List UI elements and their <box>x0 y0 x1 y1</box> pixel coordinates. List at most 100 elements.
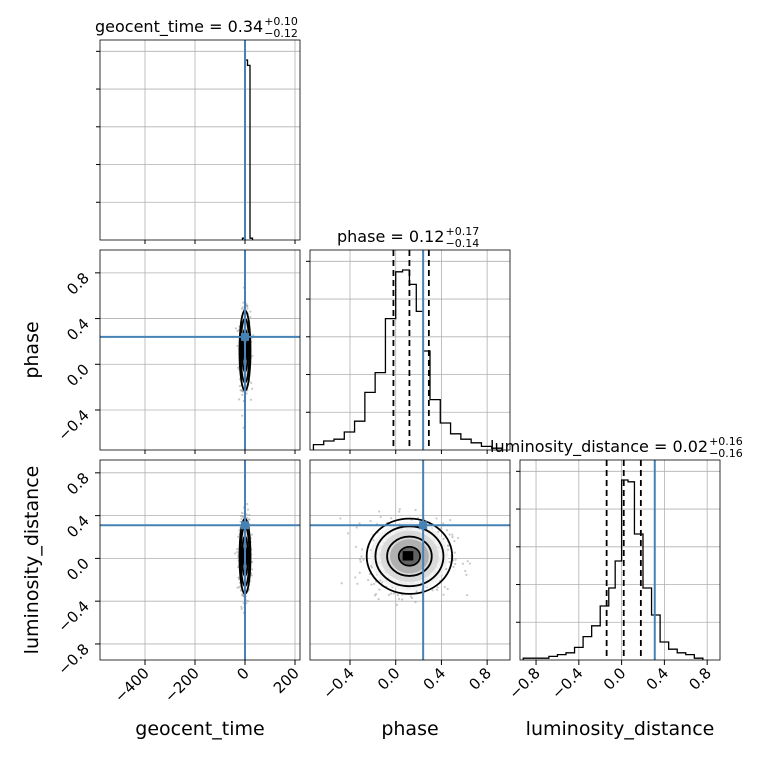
sample-point <box>401 598 404 601</box>
sample-point <box>456 536 460 540</box>
panel-title-phase: phase = 0.12 <box>337 227 444 246</box>
sample-point <box>414 600 417 604</box>
sample-point <box>465 573 468 576</box>
sample-point <box>372 582 376 586</box>
sample-point <box>249 398 253 401</box>
pair-panel-geocent_time-phase <box>99 249 301 451</box>
sample-point <box>431 589 434 592</box>
sample-point <box>249 316 252 319</box>
x-tick-label: −0.8 <box>505 664 543 702</box>
sample-point <box>397 597 401 601</box>
panels-layer <box>96 39 721 661</box>
contour <box>386 535 433 577</box>
sample-point <box>396 594 399 597</box>
x-tick-label: 0.0 <box>600 664 630 694</box>
title-upper-error: +0.17 <box>445 225 479 238</box>
sample-point <box>246 307 249 310</box>
sample-point <box>358 558 362 561</box>
sample-point <box>358 571 361 574</box>
sample-point <box>238 586 241 589</box>
x-tick-label: −0.4 <box>548 664 586 702</box>
sample-point <box>461 562 465 565</box>
sample-point <box>236 566 240 569</box>
sample-point <box>240 594 244 597</box>
pair-panel-geocent_time-luminosity_distance <box>99 459 301 661</box>
sample-point <box>437 530 440 533</box>
sample-point <box>374 593 378 596</box>
pair-clip-group <box>100 250 300 450</box>
sample-point <box>250 533 253 536</box>
sample-point <box>369 564 373 567</box>
y-tick-label: −0.4 <box>54 406 92 444</box>
sample-point <box>237 398 241 401</box>
sample-point <box>356 582 359 585</box>
x-axis-label-geocent_time: geocent_time <box>135 718 264 740</box>
y-tick-label: −0.8 <box>54 640 92 678</box>
sample-point <box>451 535 454 539</box>
y-tick-label: 0.8 <box>63 469 93 499</box>
sample-point <box>454 558 457 561</box>
sample-point <box>354 545 358 548</box>
sample-point <box>238 528 241 532</box>
sample-point <box>367 578 370 582</box>
sample-point <box>359 560 362 563</box>
x-tick-label: 0.4 <box>643 664 673 694</box>
sample-point <box>398 510 401 513</box>
truth-marker <box>241 521 249 530</box>
sample-point <box>361 548 364 551</box>
sample-point <box>251 354 254 357</box>
x-tick-label: 0.8 <box>465 664 495 694</box>
sample-point <box>237 535 240 538</box>
sample-point <box>251 387 254 390</box>
sample-point <box>239 589 243 592</box>
sample-point <box>453 551 456 554</box>
pair-clip-group <box>310 460 510 660</box>
panel-title-geocent_time: geocent_time = 0.34 <box>95 17 263 37</box>
title-upper-error: +0.16 <box>709 435 743 448</box>
y-tick-label: 0.0 <box>63 554 93 584</box>
sample-point <box>464 569 467 573</box>
sample-point <box>389 592 393 595</box>
title-upper-error: +0.10 <box>264 15 298 28</box>
sample-point <box>377 598 380 601</box>
sample-point <box>354 576 357 579</box>
sample-point <box>436 586 439 589</box>
sample-point <box>236 586 239 589</box>
histogram-step <box>312 269 503 450</box>
x-tick-label: −200 <box>161 664 203 706</box>
sample-point <box>248 513 251 517</box>
histogram-step <box>522 479 704 660</box>
sample-point <box>451 533 454 536</box>
sample-point <box>448 533 451 536</box>
panel-frame <box>99 39 301 241</box>
sample-point <box>240 511 244 515</box>
sample-point <box>415 590 418 593</box>
hist-panel-geocent_time <box>96 39 301 241</box>
sample-point <box>240 388 243 392</box>
sample-point <box>250 574 253 577</box>
sample-point <box>395 603 399 606</box>
sample-point <box>362 558 365 561</box>
sample-point <box>238 384 241 388</box>
sample-point <box>378 510 381 513</box>
y-tick-label: 0.4 <box>63 512 93 542</box>
sample-point <box>409 595 413 598</box>
hist-clip-group <box>241 40 254 240</box>
sample-point <box>372 539 375 542</box>
x-tick-label: −0.4 <box>319 664 357 702</box>
sample-point <box>466 560 469 563</box>
y-tick-label: 0.0 <box>63 360 93 390</box>
x-axis-label-luminosity_distance: luminosity_distance <box>526 718 715 740</box>
panel-frame <box>309 459 511 661</box>
sample-point <box>390 517 393 520</box>
sample-point <box>346 532 350 535</box>
x-tick-label: −400 <box>111 664 153 706</box>
sample-point <box>246 508 250 511</box>
hist-clip-group <box>312 250 503 450</box>
sample-point <box>414 508 417 512</box>
sample-point <box>442 593 445 596</box>
sample-point <box>339 517 342 520</box>
sample-point <box>340 582 343 585</box>
sample-point <box>252 334 255 337</box>
truth-marker <box>241 332 249 341</box>
